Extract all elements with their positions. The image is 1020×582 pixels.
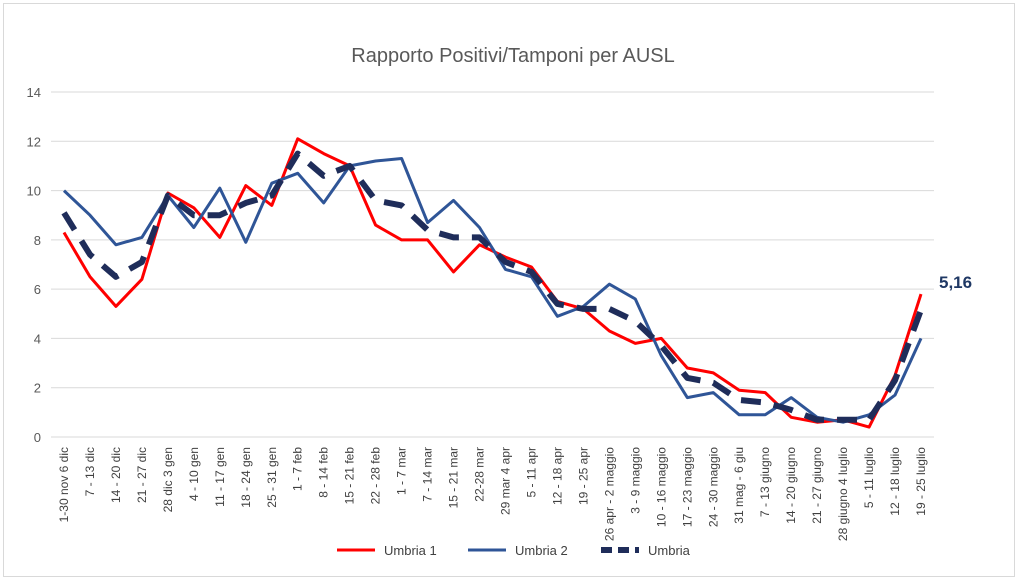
x-tick-label: 15 - 21 feb — [343, 447, 357, 505]
data-label: 5,16 — [939, 273, 972, 292]
x-tick-label: 22 - 28 feb — [369, 447, 383, 505]
legend-label: Umbria 1 — [384, 543, 437, 558]
chart-title: Rapporto Positivi/Tamponi per AUSL — [351, 45, 675, 67]
legend: Umbria 1 Umbria 2 Umbria — [337, 543, 691, 558]
x-tick-label: 1-30 nov 6 dic — [57, 447, 71, 522]
x-tick-label: 3 - 9 maggio — [628, 447, 642, 514]
x-tick-label: 8 - 14 feb — [317, 447, 331, 498]
series-line-umbria-1 — [62, 137, 923, 429]
x-tick-label: 21 - 27 dic — [135, 447, 149, 503]
x-tick-label: 4 - 10 gen — [187, 447, 201, 501]
x-tick-label: 1 - 7 mar — [395, 447, 409, 495]
annotations: 5,16 — [939, 273, 972, 292]
x-tick-label: 26 apr - 2 maggio — [602, 447, 616, 541]
x-tick-label: 11 - 17 gen — [213, 447, 227, 507]
y-tick-label: 10 — [27, 184, 41, 199]
x-tick-label: 15 - 21 mar — [447, 447, 461, 508]
x-tick-label: 12 - 18 luglio — [888, 447, 902, 516]
x-tick-label: 18 - 24 gen — [239, 447, 253, 508]
x-axis-ticks: 1-30 nov 6 dic 7 - 13 dic 14 - 20 dic 21 - … — [57, 447, 928, 541]
y-tick-label: 0 — [34, 430, 41, 445]
x-tick-label: 19 - 25 apr — [576, 447, 590, 505]
y-tick-label: 12 — [27, 134, 41, 149]
y-tick-label: 4 — [34, 331, 41, 346]
x-tick-label: 21 - 27 giugno — [810, 447, 824, 524]
x-tick-label: 5 - 11 luglio — [862, 447, 876, 508]
chart-frame: Rapporto Positivi/Tamponi per AUSL 0 2 4 6 8… — [3, 3, 1015, 577]
gridlines — [51, 91, 934, 438]
x-tick-label: 7 - 13 dic — [83, 447, 97, 496]
series-lines — [61, 137, 924, 429]
x-tick-label: 28 giugno 4 luglio — [836, 447, 850, 541]
x-tick-label: 14 - 20 giugno — [784, 447, 798, 524]
series-line-umbria — [61, 150, 924, 423]
y-tick-label: 8 — [34, 233, 41, 248]
y-tick-label: 6 — [34, 282, 41, 297]
x-tick-label: 28 dic 3 gen — [161, 447, 175, 512]
x-tick-label: 12 - 18 apr — [550, 447, 564, 505]
x-tick-label: 25 - 31 gen — [265, 447, 279, 508]
x-tick-label: 1 - 7 feb — [291, 447, 305, 491]
x-tick-label: 14 - 20 dic — [109, 447, 123, 503]
x-tick-label: 29 mar 4 apr — [498, 447, 512, 515]
series-line-umbria-2 — [62, 157, 923, 424]
line-chart: Rapporto Positivi/Tamponi per AUSL 0 2 4 6 8… — [27, 45, 973, 558]
y-tick-label: 14 — [27, 85, 41, 100]
x-tick-label: 22-28 mar — [473, 447, 487, 502]
x-tick-label: 19 - 25 luglio — [914, 447, 928, 516]
x-tick-label: 31 mag - 6 giu — [732, 447, 746, 524]
y-axis-ticks: 0 2 4 6 8 10 12 14 — [27, 85, 41, 445]
x-tick-label: 10 - 16 maggio — [654, 447, 668, 527]
x-tick-label: 7 - 13 giugno — [758, 447, 772, 517]
y-tick-label: 2 — [34, 381, 41, 396]
legend-label: Umbria 2 — [515, 543, 568, 558]
x-tick-label: 7 - 14 mar — [421, 447, 435, 502]
x-tick-label: 5 - 11 apr — [524, 447, 538, 497]
legend-label: Umbria — [648, 543, 691, 558]
x-tick-label: 24 - 30 maggio — [706, 447, 720, 527]
x-tick-label: 17 - 23 maggio — [680, 447, 694, 527]
